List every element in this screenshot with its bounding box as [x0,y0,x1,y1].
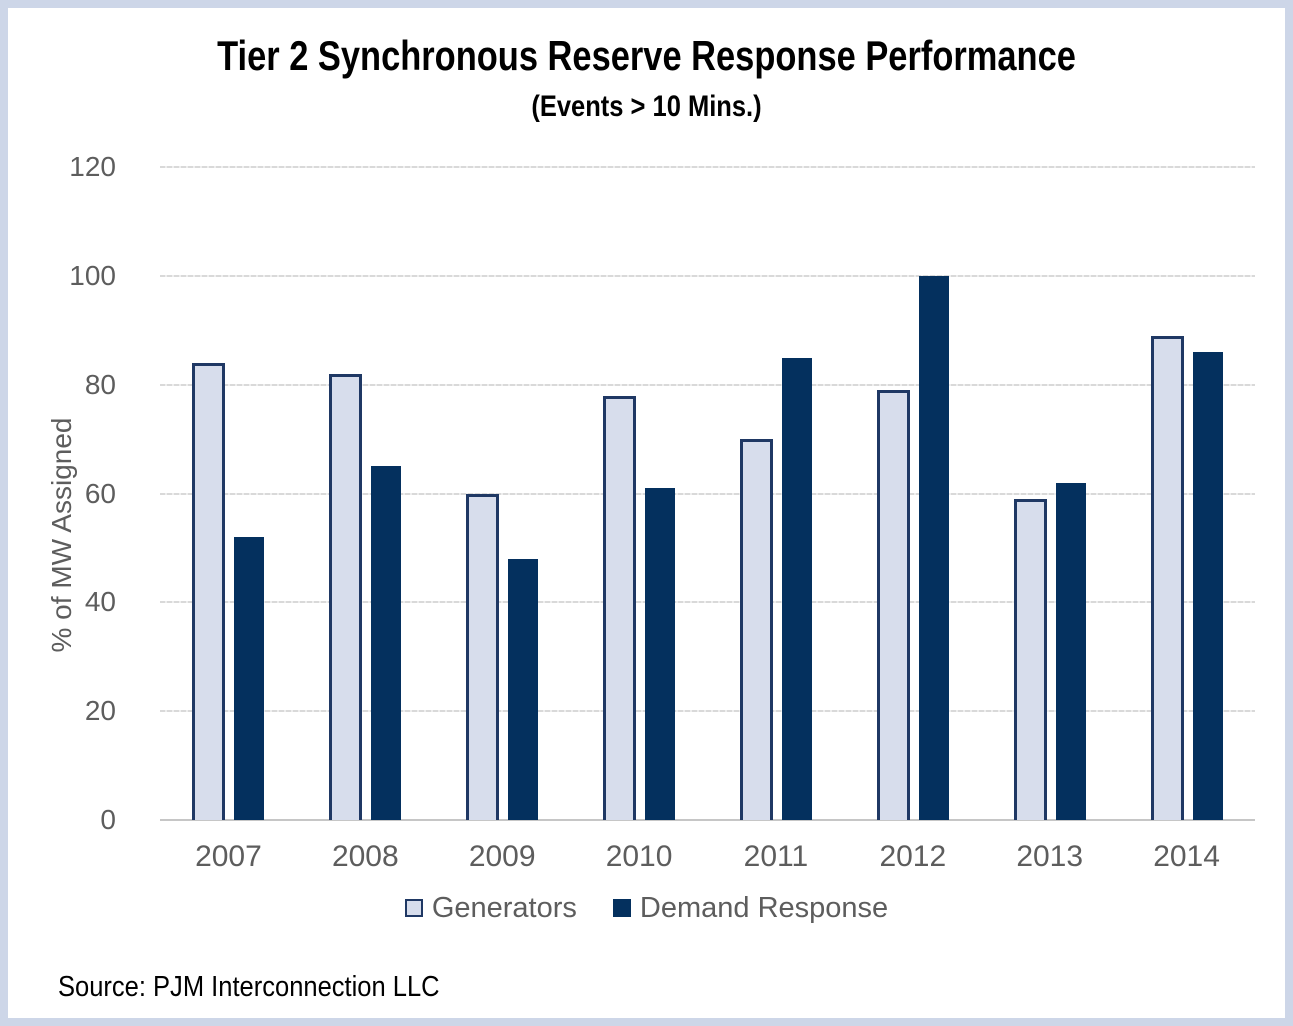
bar-group-2012 [844,167,981,820]
bar-group-2014 [1118,167,1255,820]
bar-generators-2012 [876,390,910,820]
y-tick-label-0: 0 [100,804,116,835]
bar-group-2009 [434,167,571,820]
y-tick-label-120: 120 [69,151,116,182]
chart-title: Tier 2 Synchronous Reserve Response Perf… [217,32,1076,79]
bars-row [160,167,1255,820]
bar-group-2011 [708,167,845,820]
legend-label-generators: Generators [431,892,577,924]
bar-demand-response-2011 [781,357,812,820]
bar-group-2013 [981,167,1118,820]
y-tick-label-20: 20 [84,695,116,727]
bar-generators-2013 [1013,498,1047,820]
generators-swatch-icon [404,899,423,917]
bar-demand-response-2009 [508,558,539,820]
plot-area [160,166,1255,821]
bar-demand-response-2013 [1055,482,1086,820]
y-tick-label-60: 60 [84,477,116,509]
bar-generators-2007 [192,362,226,820]
gridline-40 [160,601,1255,604]
y-tick-label-100: 100 [69,259,116,291]
bar-generators-2008 [329,373,363,820]
source-note: Source: PJM Interconnection LLC [58,971,440,1003]
y-tick-label-40: 40 [84,586,116,618]
gridline-100 [160,274,1255,277]
y-axis-tick-labels: 0 20 40 60 80 100 120 [38,153,138,834]
legend: Generators Demand Response [8,892,1285,924]
bar-generators-2010 [603,395,637,820]
x-label-2014: 2014 [1153,840,1220,873]
bar-group-2007 [160,167,297,820]
demand-response-swatch-icon [612,899,631,917]
bar-group-2010 [571,167,708,820]
gridline-80 [160,383,1255,386]
legend-item-generators: Generators [404,892,577,924]
gridline-0 [160,819,1255,821]
bar-demand-response-2012 [918,275,949,820]
y-tick-label-80: 80 [84,368,116,400]
x-label-2012: 2012 [879,840,947,873]
legend-item-demand-response: Demand Response [612,892,889,924]
gridline-20 [160,710,1255,713]
legend-label-demand-response: Demand Response [639,892,889,924]
bar-demand-response-2008 [371,466,402,820]
bar-demand-response-2010 [645,488,676,820]
x-label-2013: 2013 [1016,840,1084,873]
gridline-60 [160,492,1255,495]
x-label-2008: 2008 [331,840,399,873]
x-axis-labels: 2007 2008 2009 2010 2011 2012 2013 2014 [160,838,1255,876]
bar-group-2008 [297,167,434,820]
bar-generators-2011 [739,439,773,820]
bar-generators-2009 [466,493,500,820]
x-label-2011: 2011 [743,840,809,873]
gridline-120 [160,166,1255,168]
y-axis-title: % of MW Assigned [46,417,77,653]
bar-demand-response-2007 [234,537,265,820]
x-label-2010: 2010 [605,840,673,873]
chart-subtitle: (Events > 10 Mins.) [531,90,762,123]
bar-demand-response-2014 [1192,352,1223,820]
x-label-2007: 2007 [195,840,262,873]
bar-generators-2014 [1150,335,1184,820]
x-label-2009: 2009 [468,840,536,873]
